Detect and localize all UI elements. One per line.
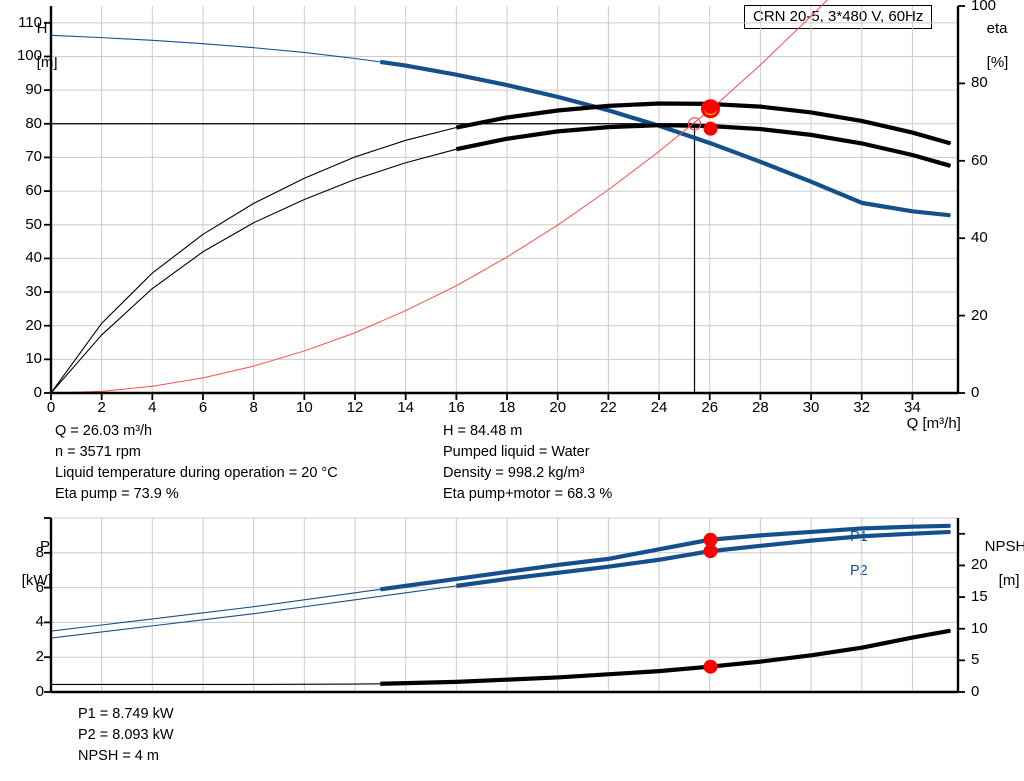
p2-curve-label: P2 xyxy=(850,563,868,579)
top-y-right-tick-20: 20 xyxy=(971,306,988,324)
duty-info-eta-pump-motor: Eta pump+motor = 68.3 % xyxy=(443,486,613,502)
top-y-left-tick-40: 40 xyxy=(25,249,42,267)
bottom-y-right-axis-unit: [m] xyxy=(998,572,1020,589)
duty-info-q: Q = 26.03 m³/h xyxy=(55,423,153,439)
bottom-y-left-tick-4: 4 xyxy=(35,613,44,631)
top-x-tick-16: 16 xyxy=(448,399,465,416)
duty-info-temp: Liquid temperature during operation = 20… xyxy=(55,465,338,481)
duty-info-n: n = 3571 rpm xyxy=(55,444,141,460)
top-x-axis-title: Q [m³/h] xyxy=(890,398,961,449)
top-y-right-tick-0: 0 xyxy=(971,384,980,401)
bottom-y-right-axis-title: NPSH [m] xyxy=(968,521,1024,606)
bottom-y-left-tick-8: 8 xyxy=(35,543,44,561)
top-x-tick-4: 4 xyxy=(148,399,157,416)
curve-eta-pump xyxy=(50,102,951,394)
marker-npsh-duty-point xyxy=(703,659,718,674)
top-y-left-axis-unit: [m] xyxy=(36,54,58,71)
top-x-tick-24: 24 xyxy=(650,399,668,416)
curve-eta-pump-motor-bold xyxy=(455,123,951,168)
curve-system-curve xyxy=(50,0,828,394)
bottom-y-left-tick-6: 6 xyxy=(35,578,44,596)
top-x-tick-18: 18 xyxy=(498,399,516,416)
bottom-y-left-axis-unit: [kW] xyxy=(21,572,52,589)
top-y-right-tick-80: 80 xyxy=(971,74,988,92)
top-y-left-axis-title: H [m] xyxy=(20,3,58,88)
top-y-right-tick-100: 100 xyxy=(971,0,997,14)
top-y-left-tick-100: 100 xyxy=(16,47,42,65)
marker-eta-pump-motor-point xyxy=(703,121,718,136)
bottom-y-left-tick-2: 2 xyxy=(35,648,44,666)
duty-info-liquid: Pumped liquid = Water xyxy=(443,444,590,460)
top-x-axis-label: Q [m³/h] xyxy=(906,415,961,432)
top-x-tick-8: 8 xyxy=(249,399,258,416)
top-y-left-tick-50: 50 xyxy=(25,215,42,233)
head-eta-chart xyxy=(44,0,965,400)
curve-eta-pump-motor xyxy=(50,124,951,394)
bottom-y-right-tick-5: 5 xyxy=(971,651,980,669)
duty-info-eta-pump: Eta pump = 73.9 % xyxy=(55,486,179,502)
top-x-tick-34: 34 xyxy=(904,399,921,416)
top-y-left-tick-30: 30 xyxy=(25,283,42,301)
bottom-y-left-axis-title: P [kW] xyxy=(5,521,52,606)
top-x-tick-30: 30 xyxy=(802,399,820,416)
top-y-left-tick-70: 70 xyxy=(25,148,42,166)
top-y-right-axis-symbol: eta xyxy=(986,20,1008,37)
top-x-tick-12: 12 xyxy=(346,399,364,416)
top-y-left-tick-110: 110 xyxy=(18,13,42,31)
top-y-left-tick-20: 20 xyxy=(25,316,42,334)
top-x-tick-0: 0 xyxy=(46,399,56,416)
top-y-right-axis-unit: [%] xyxy=(986,54,1009,71)
duty-info-h: H = 84.48 m xyxy=(443,423,523,439)
bottom-y-right-axis-symbol: NPSH xyxy=(984,538,1024,555)
top-y-left-tick-0: 0 xyxy=(33,384,42,401)
curve-h-head-bold xyxy=(380,59,951,218)
marker-system-curve-point xyxy=(687,117,702,131)
top-y-right-tick-40: 40 xyxy=(971,229,988,247)
bottom-y-left-axis-symbol: P xyxy=(39,538,50,555)
top-x-tick-6: 6 xyxy=(198,399,208,416)
bottom-y-left-tick-0: 0 xyxy=(35,683,44,700)
top-x-tick-32: 32 xyxy=(853,399,871,416)
top-x-tick-2: 2 xyxy=(97,399,106,416)
pump-model-title: CRN 20-5, 3*480 V, 60Hz xyxy=(753,8,924,25)
top-y-left-tick-10: 10 xyxy=(25,350,42,368)
marker-p1-duty-point xyxy=(703,532,718,547)
pump-model-title-box: CRN 20-5, 3*480 V, 60Hz xyxy=(744,5,933,29)
curve-h-head xyxy=(50,34,951,216)
curve-npsh-bold xyxy=(380,628,951,686)
top-x-tick-22: 22 xyxy=(600,399,617,416)
top-x-tick-10: 10 xyxy=(296,399,313,416)
marker-p2-duty-point xyxy=(703,544,718,559)
bottom-y-right-tick-20: 20 xyxy=(971,556,988,574)
top-y-left-tick-90: 90 xyxy=(25,81,42,99)
power-info-npsh: NPSH = 4 m xyxy=(78,748,159,764)
top-x-tick-14: 14 xyxy=(397,399,415,416)
top-x-tick-26: 26 xyxy=(701,399,719,416)
duty-info-density: Density = 998.2 kg/m³ xyxy=(443,465,585,481)
power-info-p1: P1 = 8.749 kW xyxy=(78,706,174,722)
top-y-left-axis-symbol: H xyxy=(36,20,48,37)
top-y-right-tick-60: 60 xyxy=(971,151,988,169)
curve-p1-bold xyxy=(380,523,951,592)
top-x-tick-28: 28 xyxy=(752,399,769,416)
top-y-left-tick-80: 80 xyxy=(25,114,42,132)
power-info-p2: P2 = 8.093 kW xyxy=(78,727,174,743)
top-y-left-tick-60: 60 xyxy=(25,182,42,200)
marker-eta-pump-point xyxy=(703,100,718,115)
bottom-y-right-tick-15: 15 xyxy=(971,588,988,606)
power-npsh-chart xyxy=(44,517,965,694)
bottom-y-right-tick-10: 10 xyxy=(971,619,988,637)
top-y-right-axis-title: eta [%] xyxy=(970,3,1009,88)
bottom-y-right-tick-0: 0 xyxy=(971,683,980,700)
top-x-tick-20: 20 xyxy=(549,399,567,416)
